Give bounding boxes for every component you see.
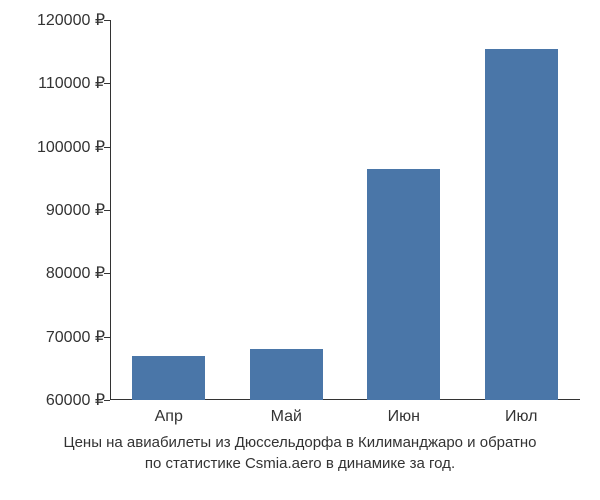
y-tick-label: 60000 ₽ — [10, 390, 105, 410]
chart-caption: Цены на авиабилеты из Дюссельдорфа в Кил… — [0, 432, 600, 474]
y-tick-mark — [104, 210, 110, 211]
bar — [367, 169, 440, 400]
bar — [132, 356, 205, 400]
bars-layer — [110, 20, 580, 400]
y-tick-mark — [104, 147, 110, 148]
x-tick-label: Май — [271, 408, 302, 426]
bar — [250, 349, 323, 400]
y-tick-label: 80000 ₽ — [10, 263, 105, 283]
bar — [485, 49, 558, 401]
y-tick-mark — [104, 20, 110, 21]
caption-line-1: Цены на авиабилеты из Дюссельдорфа в Кил… — [0, 432, 600, 453]
x-tick-label: Апр — [155, 408, 183, 426]
y-tick-mark — [104, 337, 110, 338]
x-tick-label: Июл — [505, 408, 537, 426]
caption-line-2: по статистике Csmia.aero в динамике за г… — [0, 453, 600, 474]
y-tick-label: 90000 ₽ — [10, 200, 105, 220]
y-tick-mark — [104, 400, 110, 401]
y-tick-label: 120000 ₽ — [10, 10, 105, 30]
chart-container: 60000 ₽ 70000 ₽ 80000 ₽ 90000 ₽ 100000 ₽ 1100… — [0, 0, 600, 500]
y-tick-label: 70000 ₽ — [10, 327, 105, 347]
y-tick-mark — [104, 273, 110, 274]
y-tick-label: 100000 ₽ — [10, 137, 105, 157]
plot-area: 60000 ₽70000 ₽80000 ₽90000 ₽100000 ₽1100… — [110, 20, 580, 400]
y-tick-label: 110000 ₽ — [10, 73, 105, 93]
x-tick-label: Июн — [388, 408, 420, 426]
y-tick-mark — [104, 83, 110, 84]
